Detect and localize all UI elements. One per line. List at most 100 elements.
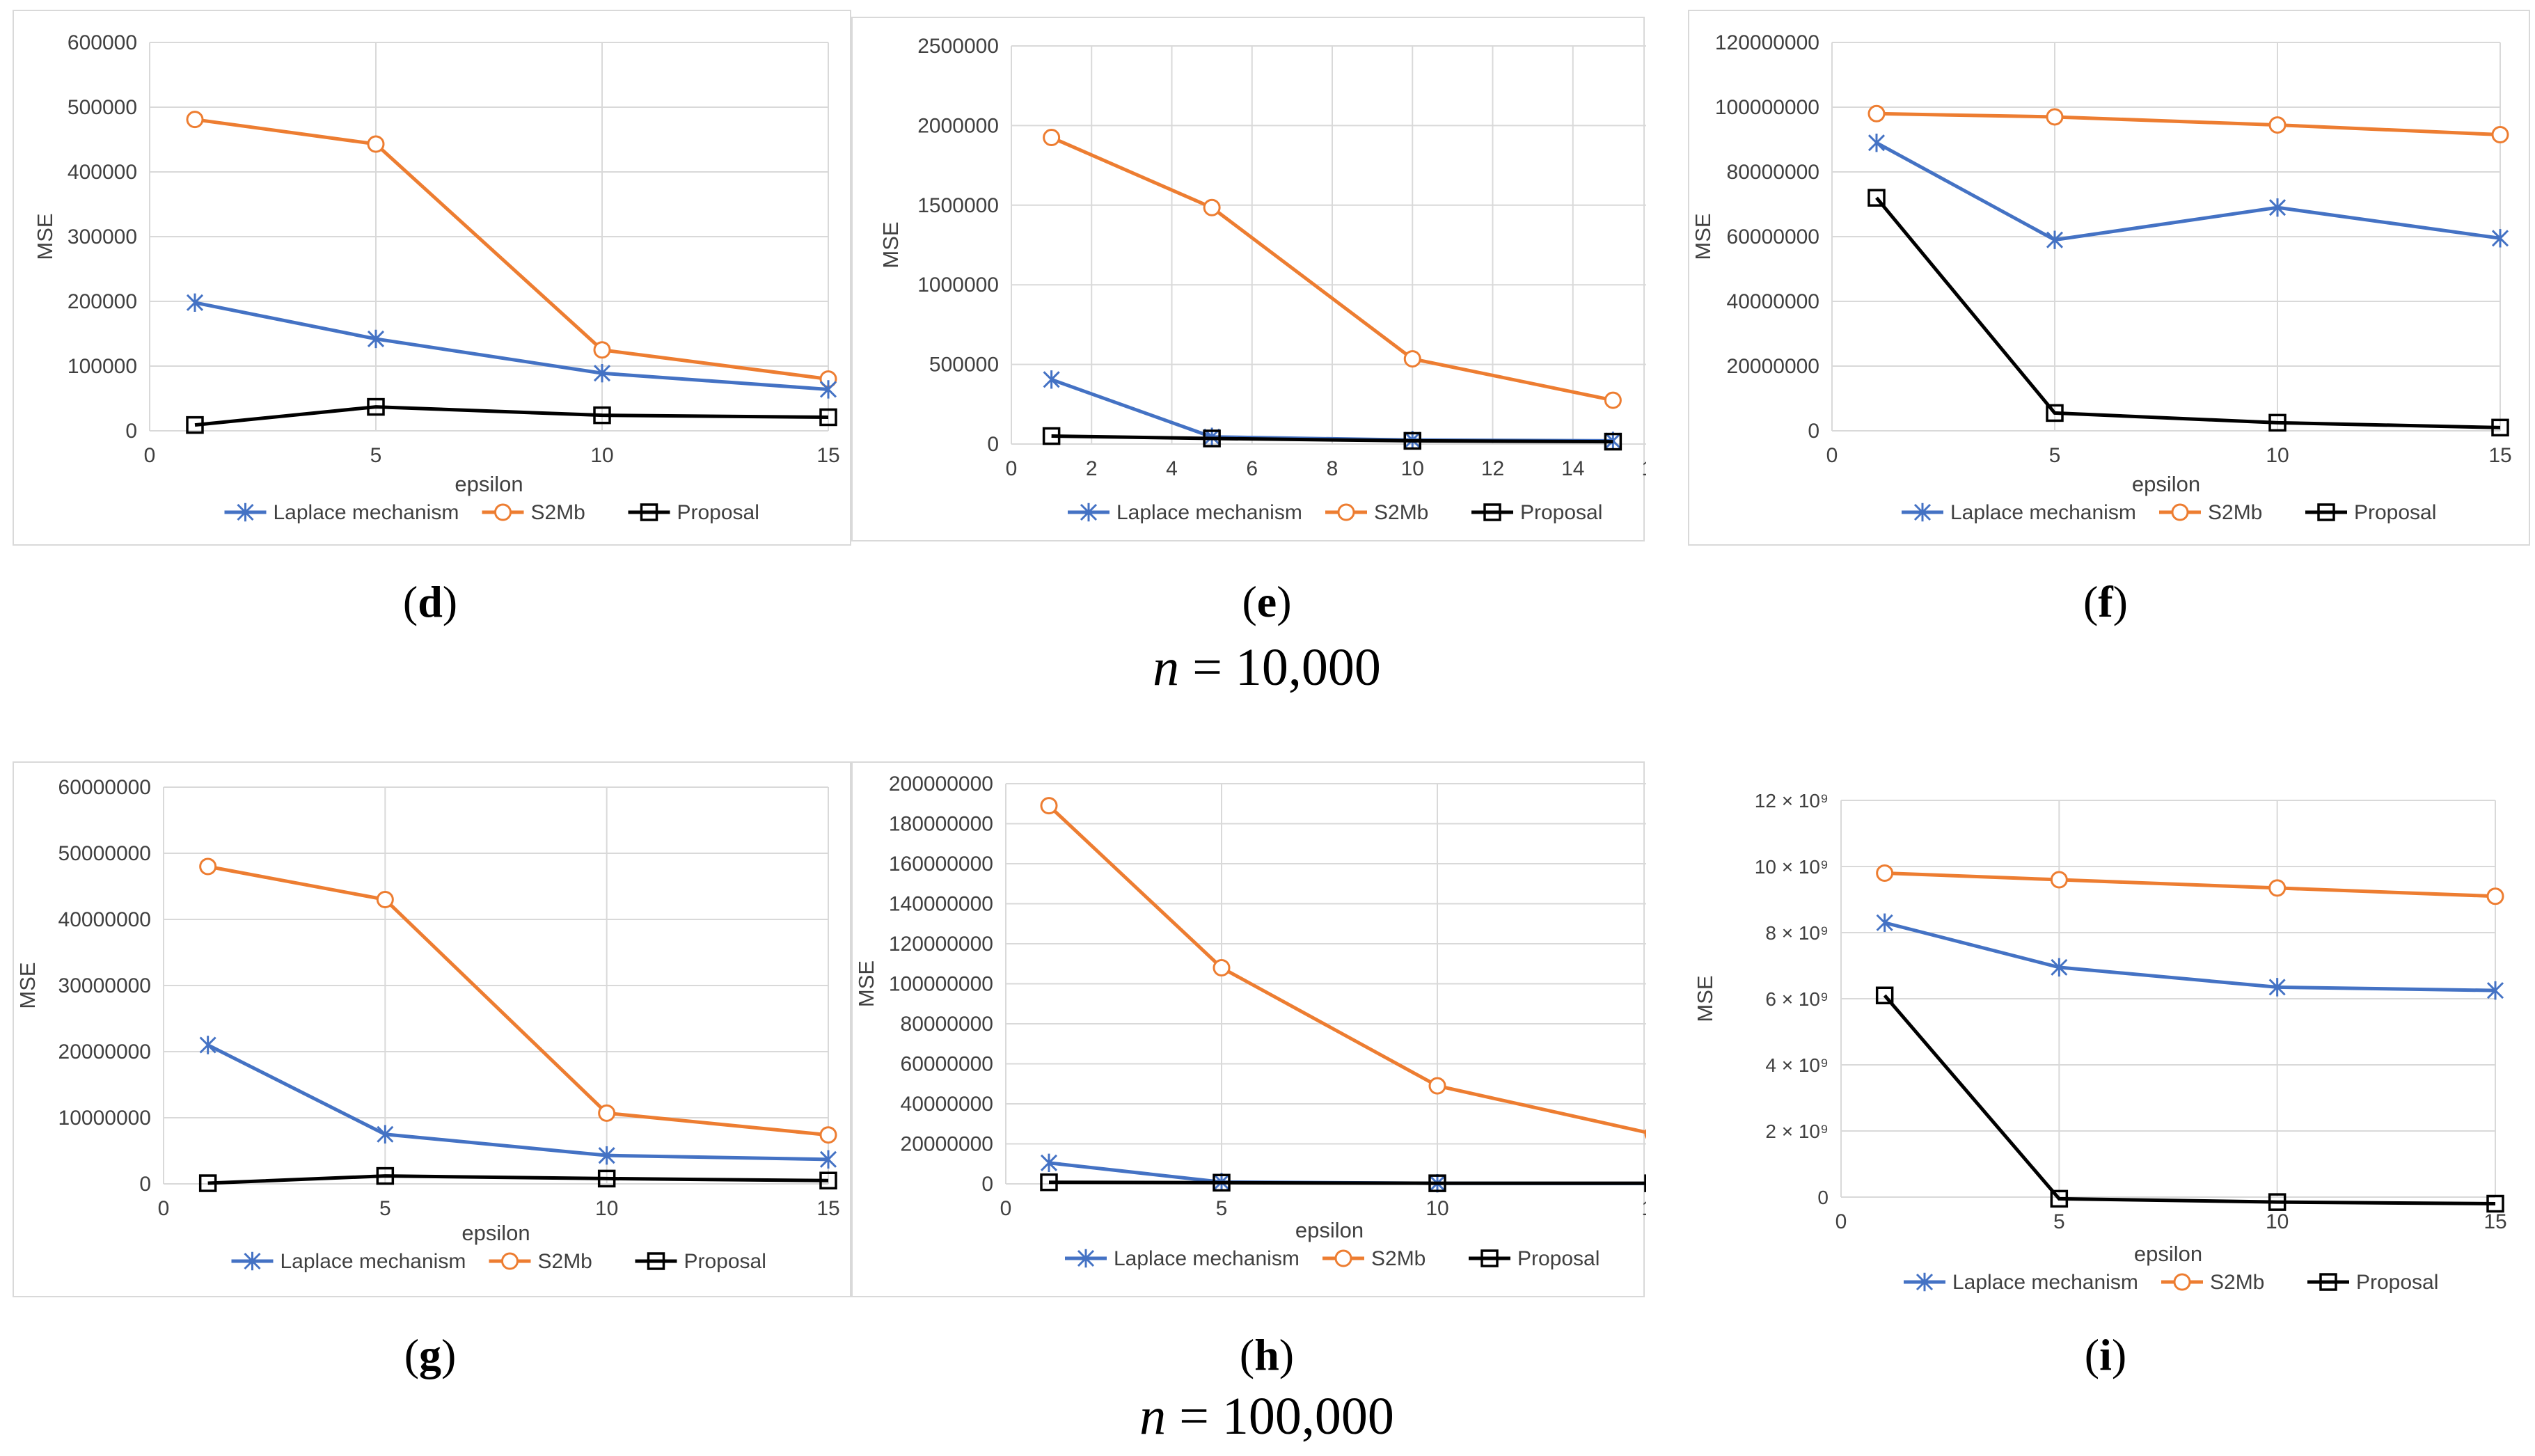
x-axis-label: epsilon [2134, 1242, 2202, 1266]
y-tick-label: 400000 [68, 161, 137, 184]
caption-e: (e) [1242, 577, 1292, 626]
data-point-circle [2486, 887, 2504, 905]
y-tick-label: 30000000 [58, 974, 151, 997]
data-point-circle [1644, 1128, 1646, 1139]
legend-item-proposal: Proposal [2305, 501, 2436, 524]
chart-panel-i: 0 2 × 10⁹ 4 × 10⁹ 6 × 10⁹ 8 × 10⁹ 10 × 10⁹ 12 … [1688, 766, 2530, 1301]
legend-item-laplace-mechanism: Laplace mechanism [1904, 1271, 2138, 1294]
legend-item-laplace-mechanism: Laplace mechanism [224, 501, 459, 524]
y-tick-label: 60000000 [1727, 225, 1819, 248]
y-tick-label: 500000 [929, 354, 999, 377]
legend-label: Proposal [2356, 1271, 2438, 1294]
series-line-laplace-mechanism [194, 301, 829, 391]
legend-item-s2mb: S2Mb [489, 1250, 592, 1273]
y-tick-label: 40000000 [901, 1093, 993, 1116]
x-tick-label: 15 [2483, 1210, 2506, 1233]
data-point-star [2268, 198, 2287, 217]
y-tick-label: 6 × 10⁹ [1765, 988, 1829, 1010]
series-line-s2mb [1876, 111, 2501, 137]
legend-item-proposal: Proposal [1471, 501, 1602, 524]
x-tick-label: 0 [144, 444, 156, 467]
data-point-square [1403, 432, 1421, 450]
caption-i: (i) [2084, 1330, 2127, 1379]
y-axis-label: MSE [854, 960, 878, 1007]
x-tick-label: 5 [2053, 1210, 2065, 1233]
x-tick-label: 10 [1401, 457, 1424, 480]
data-point-circle [593, 341, 611, 359]
data-point-square [2268, 1193, 2287, 1211]
legend-label: S2Mb [538, 1250, 592, 1273]
legend-marker [1337, 503, 1355, 521]
x-tick-label: 10 [2266, 1210, 2289, 1233]
x-tick-label: 0 [1006, 457, 1018, 480]
legend-marker [237, 503, 254, 522]
data-point-square [1042, 427, 1061, 445]
y-tick-label: 10 × 10⁹ [1755, 856, 1829, 878]
data-point-circle [598, 1104, 616, 1122]
y-tick-label: 40000000 [1727, 290, 1819, 313]
y-tick-label: 40000000 [58, 908, 151, 931]
x-tick-label: 5 [370, 444, 382, 467]
legend-marker [244, 1251, 261, 1271]
data-point-star [2268, 978, 2286, 997]
data-point-star [598, 1146, 615, 1165]
y-tick-label: 0 [1817, 1187, 1829, 1208]
x-axis-label: epsilon [2132, 472, 2200, 496]
y-tick-label: 200000000 [889, 773, 993, 796]
legend-item-s2mb: S2Mb [2161, 1271, 2264, 1294]
chart-panel-h: 0 20000000 40000000 60000000 80000000 1000000… [851, 761, 1646, 1297]
series-line-s2mb [1048, 804, 1646, 1134]
data-point-circle [2050, 871, 2068, 889]
series-line-proposal [194, 405, 829, 427]
legend-item-s2mb: S2Mb [1322, 1247, 1426, 1270]
x-tick-label: 15 [2488, 444, 2511, 467]
legend-marker [640, 503, 658, 521]
data-point-circle [2046, 108, 2064, 126]
series-line-proposal [1875, 196, 2501, 429]
data-point-square [819, 1171, 837, 1189]
data-point-square [597, 1169, 616, 1188]
data-point-square [2050, 1189, 2069, 1208]
y-axis-label: MSE [1693, 975, 1717, 1022]
data-point-circle [367, 135, 385, 153]
data-point-star [2491, 229, 2509, 248]
x-tick-label: 10 [595, 1197, 618, 1220]
x-axis-label: epsilon [461, 1221, 530, 1245]
chart-h-svg: 0 20000000 40000000 60000000 80000000 1000000… [854, 773, 1646, 1270]
y-tick-label: 10000000 [58, 1107, 151, 1130]
data-point-circle [2268, 879, 2287, 897]
data-point-circle [1604, 391, 1622, 409]
data-point-square [1203, 429, 1221, 448]
x-tick-label: 15 [1641, 1197, 1646, 1220]
y-tick-label: 60000000 [58, 776, 151, 799]
data-point-square [1867, 189, 1886, 207]
legend-item-proposal: Proposal [628, 501, 759, 524]
data-point-star [819, 380, 837, 399]
legend-label: S2Mb [531, 501, 585, 524]
data-point-star [1867, 133, 1886, 152]
legend-item-laplace-mechanism: Laplace mechanism [1068, 501, 1302, 524]
data-point-square [819, 408, 837, 427]
x-tick-label: 0 [1826, 444, 1838, 467]
caption-g: (g) [404, 1330, 457, 1379]
chart-e-svg: 0 500000 1000000 1500000 2000000 2500000 0 2 4 6 8… [878, 35, 1646, 524]
x-tick-label: 6 [1246, 457, 1258, 480]
data-point-star [199, 1036, 216, 1054]
series-line-proposal [207, 1174, 829, 1185]
x-tick-label: 4 [1166, 457, 1178, 480]
legend-label: Laplace mechanism [274, 501, 459, 524]
chart-panel-e: 0 500000 1000000 1500000 2000000 2500000 0 2 4 6 8… [851, 17, 1646, 541]
data-point-circle [199, 857, 217, 876]
chart-panel-d: 0 100000 200000 300000 400000 500000 600000 0 5 1… [13, 10, 851, 546]
x-tick-label: 2 [1086, 457, 1098, 480]
y-tick-label: 0 [1808, 420, 1819, 443]
data-point-circle [819, 1126, 837, 1144]
data-point-star [1043, 370, 1060, 389]
data-point-square [367, 397, 385, 416]
x-tick-label: 15 [816, 1197, 839, 1220]
data-point-square [1604, 432, 1622, 451]
series-line-proposal [1051, 434, 1613, 444]
y-tick-label: 2000000 [917, 114, 999, 137]
y-tick-label: 0 [981, 1173, 993, 1196]
x-tick-label: 15 [816, 444, 839, 467]
